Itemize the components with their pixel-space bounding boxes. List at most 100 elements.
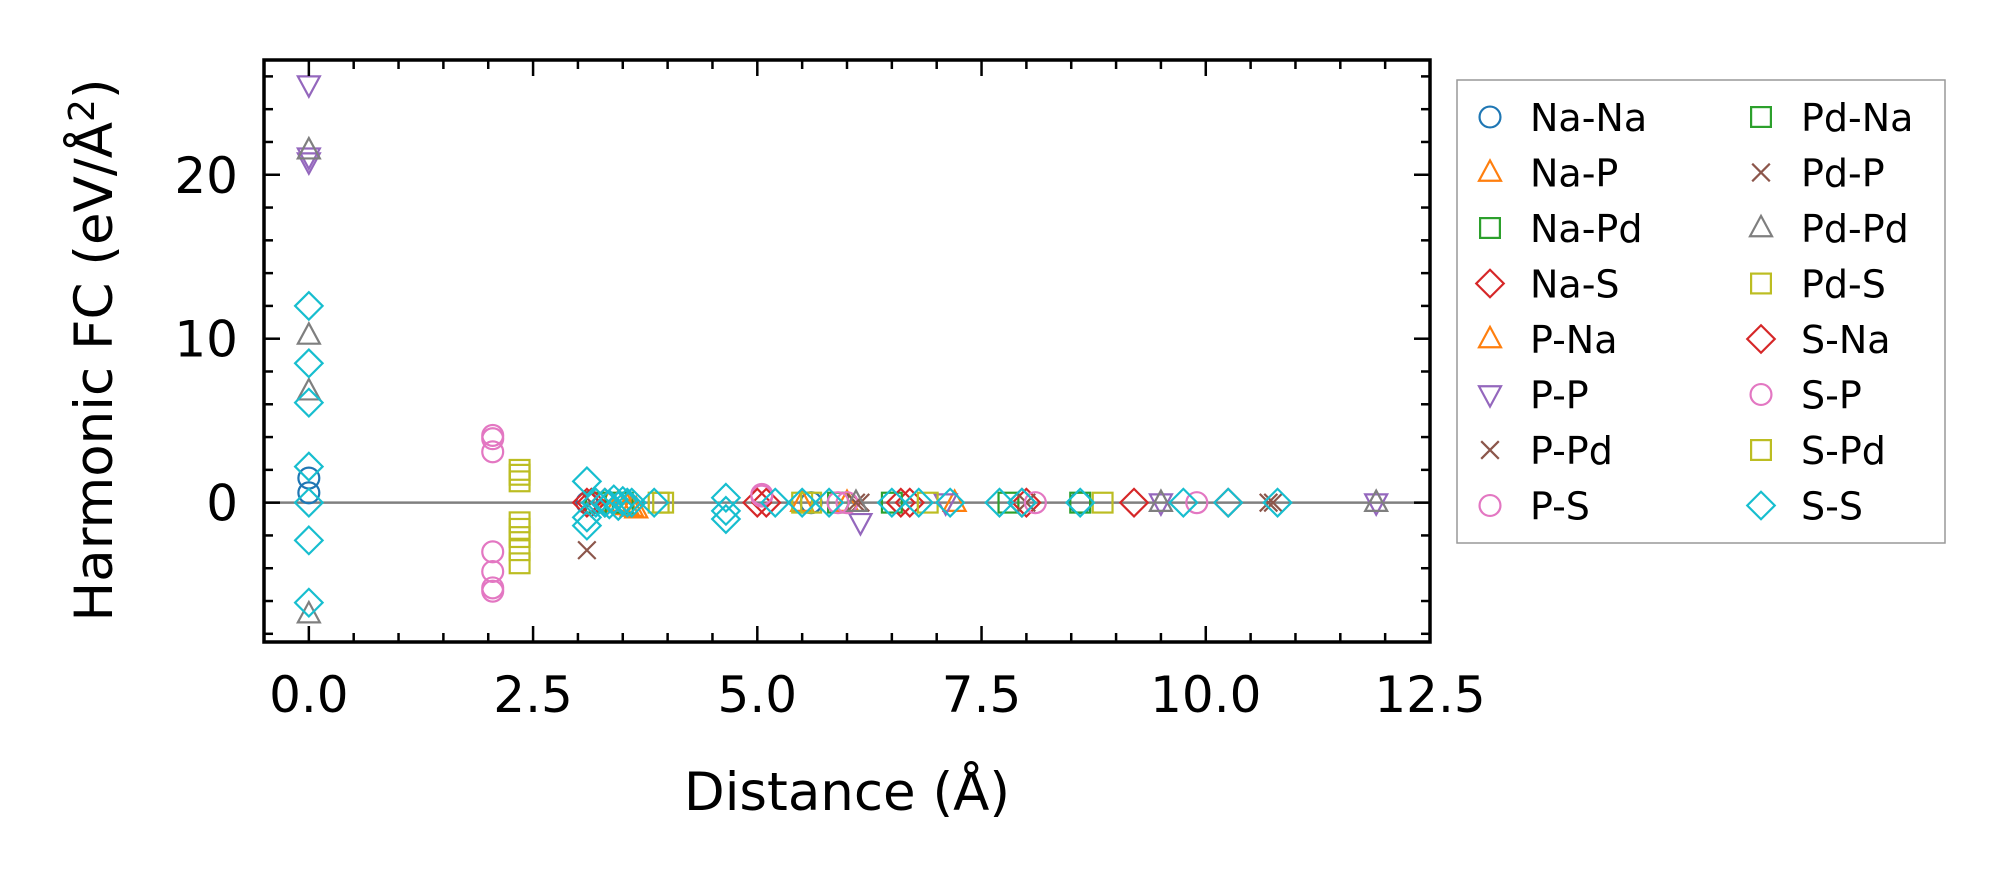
legend-marker-na-p — [1477, 158, 1503, 182]
legend-label: S-S — [1801, 485, 1863, 529]
data-point-pd-s-5 — [508, 552, 531, 575]
legend-entry-pd-na: Pd-Na — [1749, 96, 1913, 140]
legend-entry-pd-p: Pd-P — [1751, 152, 1885, 196]
y-tick-labels: 0 10 20 — [174, 147, 238, 533]
data-point-pd-pd-0 — [296, 135, 322, 160]
legend-marker-s-p — [1749, 382, 1773, 407]
legend-entry-na-na: Na-Na — [1478, 96, 1647, 140]
legend-entry-pd-pd: Pd-Pd — [1748, 207, 1909, 251]
data-point-na-s-5 — [1118, 487, 1150, 518]
legend-label: P-P — [1530, 374, 1589, 418]
legend-entry-na-pd: Na-Pd — [1478, 207, 1642, 251]
x-tick-label: 12.5 — [1374, 666, 1485, 724]
data-point-s-s-16 — [611, 487, 643, 518]
data-point-s-pd-2 — [652, 491, 675, 514]
data-point-s-s-3 — [293, 451, 325, 482]
legend-label: Pd-P — [1801, 152, 1885, 196]
data-point-s-s-31 — [1168, 487, 1199, 518]
legend-marker-p-na — [1477, 324, 1503, 349]
legend: Na-Na Na-P Na-Pd Na-S P-Na P-P P-Pd P-S Pd-Na Pd-… — [1456, 79, 1946, 544]
legend-entry-s-p: S-P — [1749, 374, 1862, 418]
legend-entry-p-na: P-Na — [1477, 318, 1618, 362]
scatter-points-layer — [293, 75, 1390, 624]
legend-entry-p-p: P-P — [1477, 374, 1589, 418]
x-tick-label: 10.0 — [1150, 666, 1261, 724]
x-tick-labels: 0.0 2.5 5.0 7.5 10.0 12.5 — [269, 666, 1486, 724]
data-point-s-s-10 — [580, 487, 612, 518]
data-point-s-s-18 — [638, 487, 670, 518]
data-point-pd-pd-2 — [296, 376, 322, 401]
legend-entry-p-pd: P-Pd — [1480, 429, 1613, 473]
legend-marker-pd-na — [1749, 105, 1772, 128]
legend-marker-s-na — [1745, 323, 1777, 355]
x-tick-label: 5.0 — [718, 666, 798, 724]
legend-label: Pd-Na — [1801, 96, 1913, 140]
data-point-s-s-26 — [903, 487, 935, 518]
legend-entry-na-p: Na-P — [1477, 152, 1618, 196]
data-point-s-s-22 — [759, 487, 791, 518]
legend-marker-s-pd — [1749, 439, 1772, 462]
legend-marker-s-s — [1745, 490, 1777, 521]
data-point-s-s-9 — [571, 510, 603, 541]
y-tick-label: 10 — [174, 311, 238, 369]
data-point-s-s-11 — [589, 487, 621, 518]
data-point-pd-pd-4 — [843, 488, 869, 512]
legend-label: Na-Pd — [1530, 207, 1642, 251]
data-point-na-s-2 — [750, 487, 782, 518]
axis-ticks-layer — [262, 60, 1432, 642]
data-point-s-p-0 — [481, 427, 505, 451]
data-point-s-s-1 — [293, 347, 325, 379]
data-point-s-s-24 — [813, 487, 845, 518]
legend-marker-pd-s — [1749, 272, 1772, 295]
data-point-pd-pd-6 — [1363, 488, 1390, 512]
legend-marker-p-s — [1478, 493, 1502, 518]
legend-label: S-P — [1801, 374, 1862, 418]
data-point-s-s-17 — [616, 487, 648, 518]
data-point-na-s-4 — [1011, 487, 1042, 518]
y-axis-label-superscript: 2 — [62, 99, 103, 122]
data-point-pd-p-1 — [846, 493, 866, 513]
legend-label: P-S — [1530, 485, 1590, 529]
legend-label: Pd-Pd — [1801, 207, 1909, 251]
data-point-s-s-7 — [571, 466, 603, 497]
data-point-p-pd-3 — [1263, 493, 1283, 513]
y-tick-label: 0 — [206, 475, 238, 533]
data-point-s-s-32 — [1212, 487, 1244, 518]
data-point-s-s-2 — [293, 387, 325, 418]
data-point-p-s-1 — [481, 440, 505, 464]
legend-label: P-Pd — [1530, 429, 1613, 473]
data-point-s-s-4 — [293, 525, 325, 556]
data-point-s-s-28 — [984, 487, 1015, 518]
data-point-na-pd-2 — [997, 491, 1020, 514]
data-point-s-s-29 — [1006, 487, 1038, 518]
x-tick-label: 7.5 — [942, 666, 1022, 724]
data-point-pd-s-4 — [508, 539, 531, 562]
data-point-p-s-2 — [481, 540, 505, 564]
data-point-s-pd-1 — [508, 517, 531, 540]
legend-label: Na-S — [1530, 263, 1620, 307]
legend-entry-na-s: Na-S — [1474, 263, 1620, 307]
legend-entries: Na-Na Na-P Na-Pd Na-S P-Na P-P P-Pd P-S Pd-Na Pd-… — [1474, 96, 1913, 529]
x-tick-label: 0.0 — [269, 666, 349, 724]
data-point-p-p-0 — [296, 75, 322, 100]
y-axis-label: Harmonic FC (eV/Å2) — [61, 78, 125, 621]
data-point-s-pd-3 — [791, 491, 814, 514]
data-point-s-s-33 — [1262, 487, 1293, 518]
legend-entry-pd-s: Pd-S — [1749, 263, 1886, 307]
data-point-p-s-7 — [1023, 491, 1047, 515]
data-point-s-p-3 — [826, 491, 850, 515]
legend-label: S-Na — [1801, 318, 1891, 362]
y-tick-label: 20 — [174, 147, 238, 205]
data-point-p-pd-0 — [577, 540, 597, 560]
legend-marker-p-pd — [1480, 440, 1500, 460]
data-point-pd-na-2 — [1069, 491, 1092, 514]
data-point-pd-pd-5 — [1148, 488, 1174, 512]
data-point-s-s-13 — [598, 484, 630, 515]
x-axis-label: Distance (Å) — [684, 759, 1010, 823]
data-point-p-pd-2 — [1016, 493, 1036, 513]
data-point-s-s-15 — [607, 485, 639, 517]
data-point-s-s-20 — [710, 495, 742, 527]
data-point-p-p-6 — [1363, 493, 1390, 518]
legend-marker-na-na — [1478, 105, 1502, 129]
data-point-s-p-2 — [750, 482, 774, 507]
